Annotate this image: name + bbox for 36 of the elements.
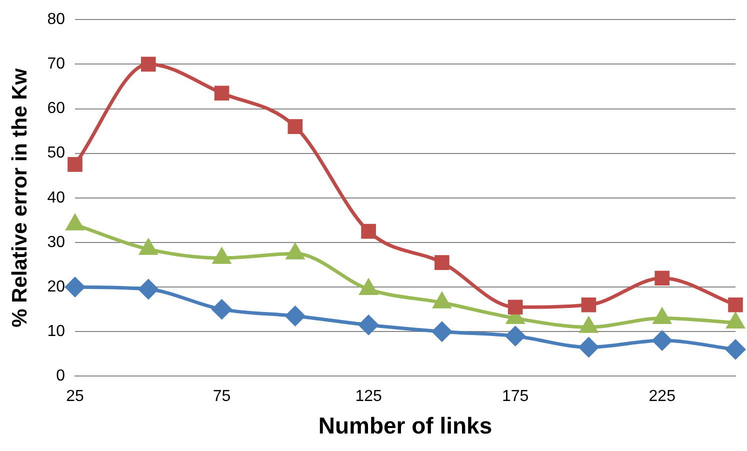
point [578, 337, 598, 357]
point [361, 224, 376, 239]
point [212, 300, 232, 320]
point [652, 330, 672, 350]
y-tick-label: 20 [47, 278, 66, 296]
point [728, 297, 743, 312]
point [654, 270, 670, 286]
x-tick-label: 25 [66, 388, 84, 406]
y-axis-title: % Relative error in the Kw [8, 68, 32, 328]
point [285, 306, 305, 326]
x-tick-label: 125 [355, 388, 382, 406]
y-tick-label: 0 [56, 368, 66, 385]
point [214, 86, 230, 101]
point [358, 315, 378, 335]
point [726, 340, 746, 360]
x-tick-label: 225 [648, 388, 676, 406]
x-tick-label: 175 [502, 388, 529, 406]
point [288, 119, 303, 134]
point [138, 280, 158, 300]
point [432, 322, 452, 342]
y-tick-label: 30 [47, 234, 66, 251]
y-tick-label: 70 [47, 56, 66, 73]
y-tick-label: 80 [47, 11, 66, 28]
y-tick-label: 60 [47, 100, 66, 118]
point [506, 326, 526, 346]
y-tick-label: 10 [47, 323, 66, 340]
point [68, 157, 82, 172]
point [140, 56, 156, 72]
point [581, 297, 596, 312]
y-tick-label: 50 [47, 144, 66, 162]
y-tick-label: 40 [47, 189, 66, 206]
point [434, 255, 450, 270]
point [508, 300, 523, 315]
point [65, 277, 85, 297]
x-tick-label: 75 [212, 388, 231, 406]
x-axis-title: Number of links [318, 412, 492, 439]
